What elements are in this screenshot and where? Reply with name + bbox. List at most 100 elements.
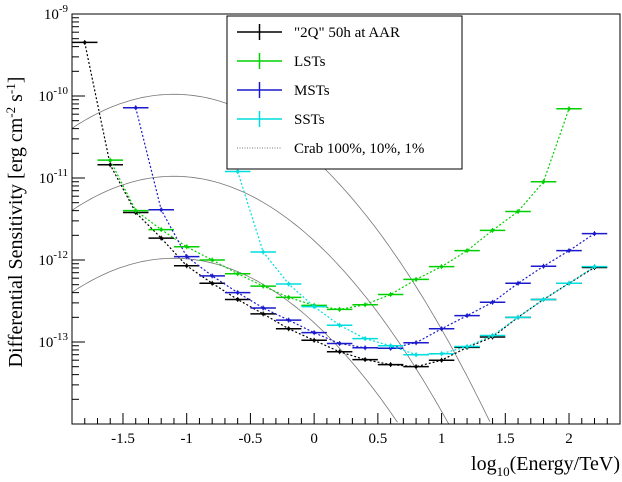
y-tick-base: 10 bbox=[39, 171, 54, 187]
legend-label: MSTs bbox=[294, 83, 330, 99]
plot-frame bbox=[71, 13, 621, 425]
x-tick-label: 1.5 bbox=[496, 431, 515, 447]
y-axis-title-exp1: -2 bbox=[3, 107, 18, 118]
data-point bbox=[185, 255, 189, 259]
data-point bbox=[490, 333, 495, 338]
data-point bbox=[261, 284, 265, 288]
x-axis-title-rest: (Energy/TeV) bbox=[510, 453, 620, 475]
x-tick-label: -1 bbox=[180, 431, 193, 447]
y-tick-base: 10 bbox=[44, 7, 59, 23]
data-point bbox=[261, 250, 265, 254]
y-tick-label: 10-13 bbox=[38, 331, 68, 351]
y-tick-base: 10 bbox=[38, 89, 53, 105]
y-tick-exponent: -9 bbox=[59, 3, 69, 15]
data-point bbox=[236, 297, 240, 302]
data-point bbox=[236, 169, 240, 174]
data-point bbox=[414, 365, 418, 369]
crab-curve-3 bbox=[71, 257, 398, 423]
data-point bbox=[236, 272, 240, 276]
data-point bbox=[541, 180, 546, 184]
data-point bbox=[261, 312, 265, 316]
data-point bbox=[490, 228, 495, 232]
data-point bbox=[516, 315, 520, 319]
x-axis-title: log10(Energy/TeV) bbox=[471, 453, 620, 479]
legend-label: "2Q" 50h at AAR bbox=[294, 25, 400, 41]
data-point bbox=[567, 249, 571, 253]
x-tick-label: 0 bbox=[310, 431, 318, 447]
data-point bbox=[210, 274, 214, 278]
legend-entry-4: SSTs bbox=[237, 111, 325, 128]
data-point bbox=[414, 341, 418, 345]
data-point bbox=[83, 40, 87, 45]
data-point bbox=[414, 353, 418, 357]
y-axis-title-mid: s bbox=[5, 94, 27, 107]
data-point bbox=[159, 227, 163, 232]
data-point bbox=[567, 281, 571, 285]
data-point bbox=[389, 344, 393, 348]
ticks-layer: -1.5 -1 -0.5 0 0.5 1 1.5 210-1310-1210-1110-101… bbox=[38, 3, 621, 447]
y-axis-title: Differential Sensitivity [erg cm-2 s-1] bbox=[3, 77, 27, 368]
legend-entry-3: MSTs bbox=[237, 82, 330, 99]
legend-entry-2: LSTs bbox=[237, 53, 326, 70]
data-point bbox=[465, 344, 469, 349]
data-point bbox=[363, 303, 367, 307]
legend-label: SSTs bbox=[294, 112, 325, 128]
data-point bbox=[414, 277, 418, 281]
data-point bbox=[389, 292, 393, 297]
data-point bbox=[287, 295, 291, 299]
data-point bbox=[185, 264, 189, 268]
data-point bbox=[439, 327, 444, 331]
data-point bbox=[159, 208, 163, 212]
data-point bbox=[567, 107, 571, 111]
crab-curve-2 bbox=[71, 175, 450, 425]
data-point bbox=[134, 106, 138, 110]
data-point bbox=[363, 337, 367, 341]
y-axis-title-main: Differential Sensitivity [erg cm bbox=[5, 117, 27, 367]
data-point bbox=[312, 331, 316, 335]
series-layer bbox=[72, 39, 608, 370]
data-point bbox=[134, 209, 138, 213]
data-point bbox=[541, 297, 546, 302]
data-point bbox=[338, 341, 342, 346]
y-tick-base: 10 bbox=[38, 335, 53, 351]
data-point bbox=[108, 158, 112, 162]
data-point bbox=[363, 346, 367, 350]
data-point bbox=[465, 249, 469, 253]
data-point bbox=[185, 245, 189, 249]
y-tick-label: 10-12 bbox=[38, 249, 68, 269]
y-tick-label: 10-10 bbox=[38, 85, 68, 105]
series-4 bbox=[224, 169, 608, 358]
y-axis-title-exp2: -1 bbox=[3, 83, 18, 94]
x-tick-label: 1 bbox=[438, 431, 446, 447]
legend-entries: "2Q" 50h at AAR LSTs MSTs SSTs Crab 100%, 10… bbox=[237, 24, 424, 157]
data-point bbox=[210, 258, 214, 262]
series-line bbox=[237, 171, 595, 356]
data-point bbox=[210, 281, 214, 285]
data-point bbox=[338, 350, 342, 354]
y-tick-exponent: -12 bbox=[53, 249, 68, 261]
series-2 bbox=[97, 106, 582, 312]
data-point bbox=[312, 338, 316, 342]
data-point bbox=[389, 363, 393, 367]
legend: "2Q" 50h at AAR LSTs MSTs SSTs Crab 100%, 10… bbox=[226, 15, 463, 170]
data-point bbox=[287, 327, 291, 331]
x-axis-title-sub: 10 bbox=[497, 464, 510, 479]
y-tick-exponent: -10 bbox=[53, 85, 68, 97]
data-point bbox=[236, 291, 240, 295]
y-tick-label: 10-9 bbox=[44, 3, 69, 23]
legend-box bbox=[226, 15, 463, 170]
data-point bbox=[465, 313, 469, 318]
data-point bbox=[261, 306, 265, 310]
y-tick-label: 10-11 bbox=[39, 167, 68, 187]
data-point bbox=[312, 305, 316, 309]
series-3 bbox=[122, 105, 608, 351]
x-axis-title-log: log bbox=[471, 453, 497, 475]
legend-label: LSTs bbox=[294, 54, 326, 70]
data-point bbox=[287, 282, 291, 286]
y-tick-base: 10 bbox=[38, 253, 53, 269]
data-point bbox=[439, 265, 444, 269]
data-point bbox=[592, 231, 597, 236]
data-point bbox=[439, 358, 444, 362]
data-point bbox=[516, 281, 520, 285]
